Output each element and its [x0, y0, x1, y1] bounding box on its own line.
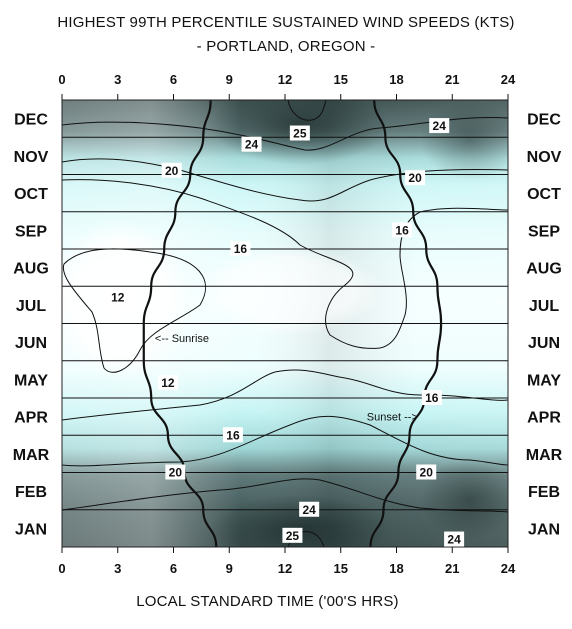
- month-label-right: JUN: [528, 335, 560, 352]
- month-label-right: AUG: [526, 261, 562, 278]
- contour-label: 24: [299, 501, 320, 517]
- month-label-left: OCT: [14, 186, 48, 203]
- x-tick-label-bottom: 12: [278, 561, 292, 576]
- chart-title: HIGHEST 99TH PERCENTILE SUSTAINED WIND S…: [57, 14, 515, 31]
- contour-label: 24: [444, 531, 465, 547]
- contour-label: 16: [421, 390, 442, 405]
- svg-text:16: 16: [395, 223, 409, 237]
- x-tick-label-bottom: 3: [114, 561, 121, 576]
- annotation: Sunset -->: [367, 411, 418, 423]
- month-label-left: AUG: [13, 261, 49, 278]
- month-label-left: JUN: [15, 335, 47, 352]
- x-tick-label-top: 9: [226, 72, 233, 87]
- month-label-right: FEB: [528, 484, 560, 501]
- x-tick-label-top: 3: [114, 72, 121, 87]
- x-tick-label-bottom: 9: [226, 561, 233, 576]
- contour-20-lower: [62, 415, 508, 467]
- contour-label: 12: [107, 289, 128, 305]
- x-tick-label-bottom: 15: [334, 561, 348, 576]
- contour-label: 20: [165, 464, 186, 480]
- contour-12: [62, 248, 206, 373]
- month-label-right: DEC: [527, 112, 561, 129]
- month-label-left: MAR: [13, 447, 50, 464]
- month-label-left: NOV: [14, 149, 49, 166]
- svg-text:24: 24: [447, 533, 461, 547]
- month-label-right: JUL: [529, 298, 559, 315]
- month-label-right: MAY: [527, 372, 561, 389]
- svg-text:12: 12: [111, 290, 125, 304]
- x-tick-label-top: 21: [445, 72, 459, 87]
- svg-text:16: 16: [425, 391, 439, 405]
- contour-label: 16: [222, 427, 243, 443]
- contour-label: 24: [241, 136, 262, 152]
- x-tick-label-bottom: 6: [170, 561, 177, 576]
- svg-text:20: 20: [165, 164, 179, 178]
- svg-text:24: 24: [433, 119, 447, 133]
- contour-25-top: [287, 100, 327, 121]
- month-label-right: OCT: [527, 186, 561, 203]
- month-label-left: SEP: [15, 223, 47, 240]
- svg-text:20: 20: [169, 466, 183, 480]
- sunset-curve: [369, 100, 443, 547]
- x-tick-label-bottom: 0: [58, 561, 65, 576]
- month-label-right: APR: [527, 410, 561, 427]
- x-tick-label-top: 0: [58, 72, 65, 87]
- contour-label: 25: [289, 125, 310, 141]
- chart-subtitle: - PORTLAND, OREGON -: [196, 38, 376, 55]
- x-tick-label-bottom: 18: [389, 561, 403, 576]
- x-tick-label-top: 12: [278, 72, 292, 87]
- contour-label: 16: [230, 241, 251, 256]
- contour-label: 24: [429, 118, 450, 134]
- month-label-left: DEC: [14, 112, 48, 129]
- annotation: <-- Sunrise: [155, 333, 209, 345]
- svg-text:25: 25: [293, 127, 307, 141]
- contour-label: 16: [392, 222, 413, 238]
- x-tick-label-top: 24: [501, 72, 516, 87]
- contour-label: 20: [416, 464, 437, 480]
- month-label-right: NOV: [527, 149, 562, 166]
- svg-text:16: 16: [234, 242, 248, 256]
- x-tick-label-top: 15: [334, 72, 348, 87]
- month-label-right: MAR: [526, 447, 563, 464]
- contour-label: 12: [157, 375, 178, 391]
- x-tick-label-bottom: 21: [445, 561, 459, 576]
- svg-text:20: 20: [420, 466, 434, 480]
- svg-text:20: 20: [408, 171, 422, 185]
- x-tick-label-bottom: 24: [501, 561, 516, 576]
- svg-text:16: 16: [226, 428, 240, 442]
- x-tick-label-top: 18: [389, 72, 403, 87]
- month-label-left: APR: [14, 410, 48, 427]
- contour-label: 20: [405, 170, 426, 186]
- contour-label: 20: [161, 162, 182, 178]
- svg-text:25: 25: [286, 529, 300, 543]
- contour-24-lower: [62, 478, 508, 513]
- x-tick-label-top: 6: [170, 72, 177, 87]
- month-label-left: FEB: [15, 484, 47, 501]
- month-label-left: MAY: [14, 372, 48, 389]
- svg-text:24: 24: [302, 503, 316, 517]
- contour-24-upper: [62, 116, 508, 151]
- contour-label: 25: [282, 527, 303, 543]
- month-label-left: JUL: [16, 298, 46, 315]
- month-label-right: JAN: [528, 521, 560, 538]
- month-label-left: JAN: [15, 521, 47, 538]
- svg-text:24: 24: [245, 138, 259, 152]
- month-label-right: SEP: [528, 223, 560, 240]
- svg-text:12: 12: [161, 376, 175, 390]
- x-axis-label: LOCAL STANDARD TIME ('00'S HRS): [136, 593, 399, 610]
